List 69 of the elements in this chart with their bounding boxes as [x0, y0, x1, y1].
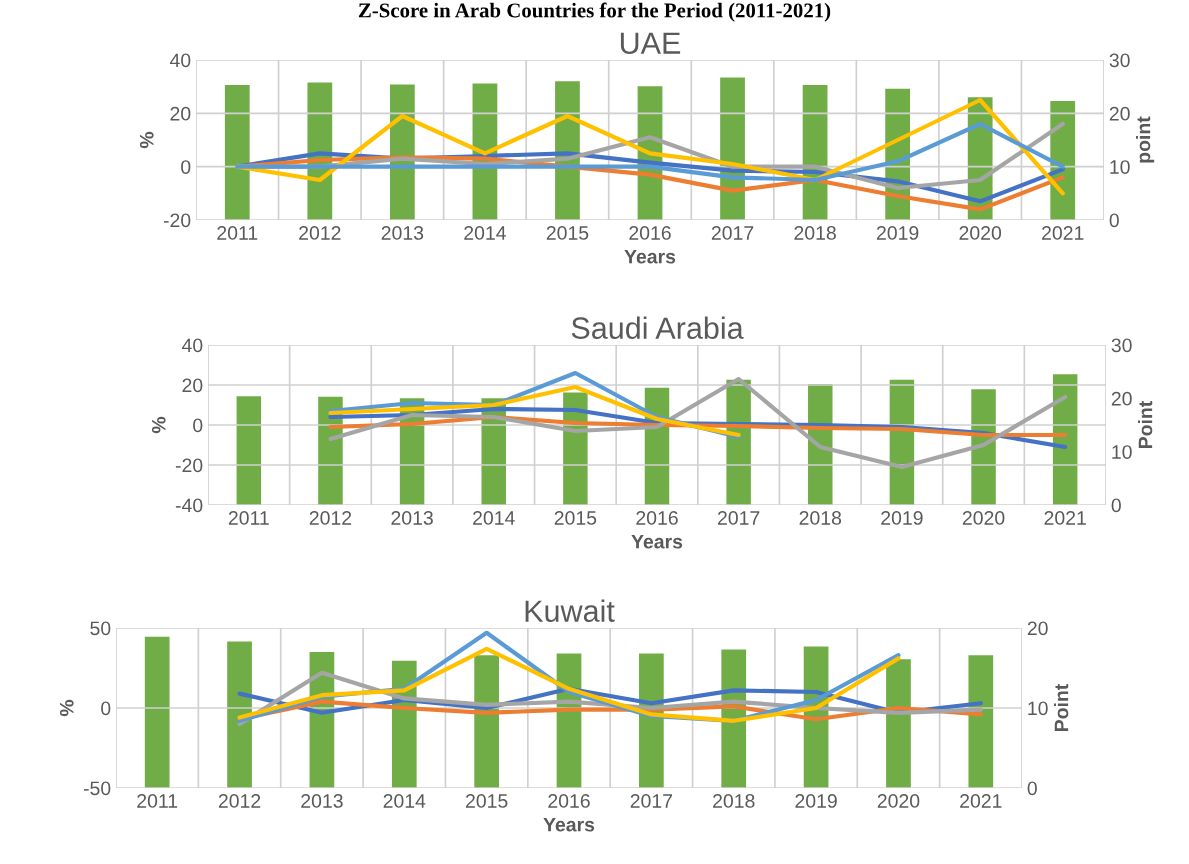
- y-axis-title: %: [139, 131, 154, 149]
- y2-tick-label: 10: [1028, 701, 1048, 716]
- x-tick-label: 2014: [473, 511, 515, 525]
- x-tick-label: 2017: [630, 794, 673, 808]
- y2-tick-label: 0: [1111, 498, 1121, 513]
- x-tick-label: 2020: [877, 794, 920, 808]
- y2-tick-label: 30: [1109, 53, 1130, 68]
- y2-axis-title: Point: [1138, 400, 1153, 448]
- x-tick-label: 2012: [299, 226, 341, 240]
- x-axis-title: Years: [631, 534, 683, 549]
- y-tick-label: 20: [182, 378, 203, 393]
- x-tick-label: 2012: [218, 794, 261, 808]
- x-tick-label: 2021: [960, 794, 1002, 808]
- x-tick-label: 2017: [711, 226, 754, 240]
- x-tick-label: 2020: [962, 511, 1005, 525]
- y2-tick-label: 30: [1111, 338, 1132, 353]
- y-tick-label: 0: [193, 418, 203, 433]
- y-tick-label: -20: [175, 458, 203, 473]
- y-tick-label: -40: [175, 498, 203, 513]
- x-tick-label: 2016: [636, 511, 678, 525]
- x-tick-label: 2018: [799, 511, 842, 525]
- text: Z-Score in Arab Countries for the Period (2011-2021): [358, 2, 831, 22]
- y2-tick-label: 10: [1110, 160, 1130, 174]
- x-tick-label: 2016: [548, 794, 590, 808]
- x-tick-label: 2018: [713, 794, 755, 808]
- x-tick-label: 2013: [381, 226, 424, 240]
- x-tick-label: 2015: [465, 794, 508, 808]
- y-tick-label: -20: [163, 213, 191, 228]
- x-tick-label: 2013: [391, 511, 433, 525]
- y2-tick-label: 20: [1111, 391, 1132, 406]
- y2-axis-title: point: [1136, 116, 1155, 163]
- y2-tick-label: 20: [1027, 621, 1048, 636]
- x-tick-label: 2021: [1042, 226, 1084, 240]
- chart-title: Saudi Arabia: [571, 316, 744, 339]
- x-tick-label: 2011: [228, 511, 269, 525]
- y2-tick-label: 0: [1109, 213, 1119, 228]
- x-tick-label: 2013: [301, 794, 343, 808]
- y-tick-label: 0: [101, 701, 111, 716]
- x-tick-label: 2016: [629, 226, 671, 240]
- x-tick-label: 2011: [137, 794, 178, 808]
- y2-axis-title: Point: [1054, 683, 1069, 731]
- x-tick-label: 2014: [464, 226, 506, 240]
- y-tick-label: 20: [170, 106, 191, 121]
- y-axis-title: %: [59, 699, 74, 717]
- chart-title: Kuwait: [525, 599, 615, 622]
- y-tick-label: 50: [90, 621, 111, 636]
- y-tick-label: 40: [169, 53, 191, 68]
- x-tick-label: 2019: [881, 511, 923, 525]
- y-tick-label: -50: [83, 781, 111, 796]
- chart-title: UAE: [620, 32, 681, 54]
- y-tick-label: 0: [181, 160, 191, 174]
- y-tick-label: 40: [181, 338, 203, 353]
- x-tick-label: 2015: [546, 226, 589, 240]
- x-tick-label: 2018: [794, 226, 836, 240]
- x-tick-label: 2021: [1044, 511, 1086, 525]
- x-tick-label: 2017: [717, 511, 760, 525]
- x-tick-label: 2019: [876, 226, 919, 240]
- y2-tick-label: 20: [1109, 106, 1130, 121]
- x-tick-label: 2015: [554, 511, 597, 525]
- x-tick-label: 2011: [217, 226, 258, 240]
- x-tick-label: 2012: [309, 511, 352, 525]
- y-axis-title: %: [151, 416, 166, 434]
- x-axis-title: Years: [543, 817, 595, 832]
- x-axis-title: Years: [624, 249, 676, 264]
- y2-tick-label: 10: [1112, 445, 1132, 459]
- x-tick-label: 2014: [383, 794, 426, 808]
- x-tick-label: 2020: [959, 226, 1002, 240]
- y2-tick-label: 0: [1027, 781, 1037, 796]
- x-tick-label: 2019: [795, 794, 837, 808]
